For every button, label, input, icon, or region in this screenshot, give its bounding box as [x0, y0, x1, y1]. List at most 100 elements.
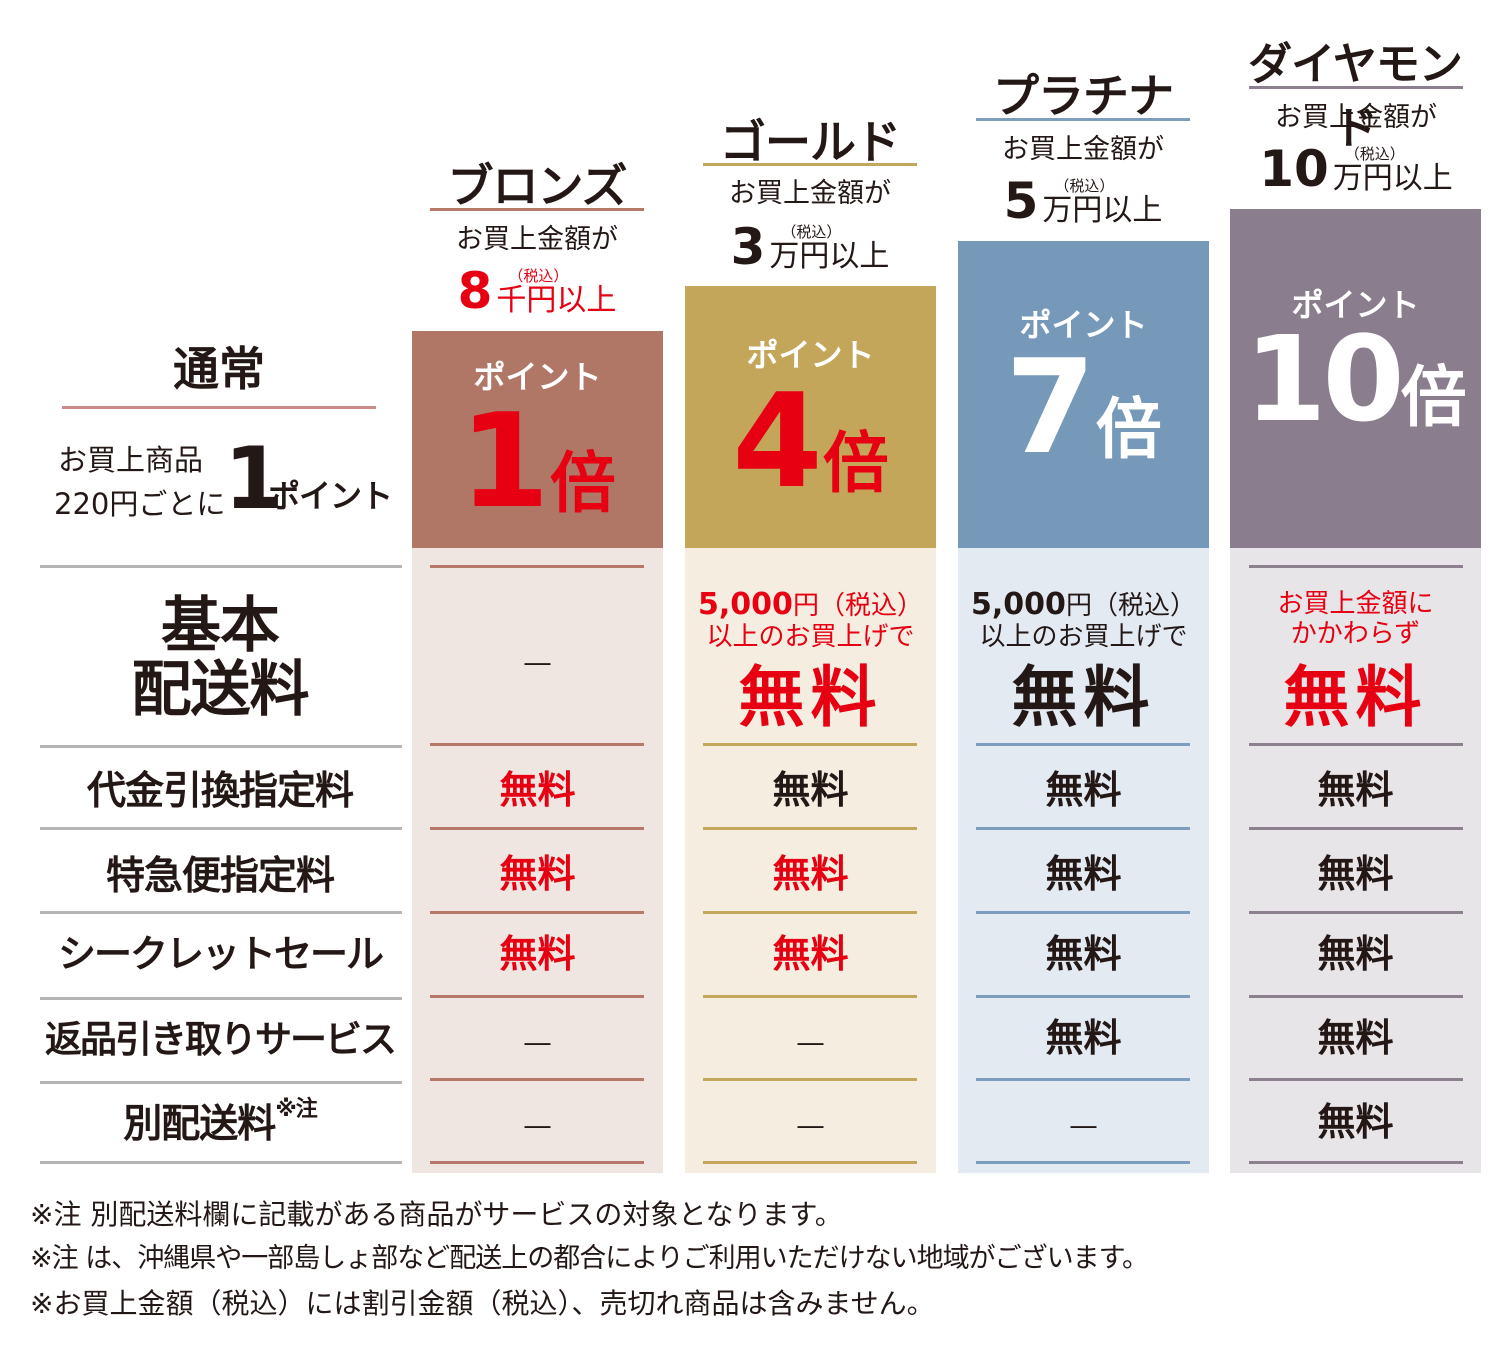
row-divider [430, 565, 644, 568]
tier-amount-number: 10 [1259, 140, 1329, 198]
separate-shipping-dash: ― [797, 1111, 824, 1141]
row-label-express: 特急便指定料 [105, 854, 335, 899]
shipping-cond: 以上のお買上げで [979, 621, 1188, 652]
row-label-return-pickup: 返品引き取りサービス [45, 1018, 397, 1061]
row-divider [40, 745, 402, 748]
row-divider [703, 827, 917, 830]
row-label-shipping-line2: 配送料 [131, 655, 310, 725]
shipping-line2: かかわらず [1290, 618, 1421, 649]
row-divider [430, 1078, 644, 1081]
row-divider [40, 1161, 402, 1164]
row-divider [703, 1078, 917, 1081]
tier-name-underline [1249, 86, 1463, 89]
shipping-yen: 円（税込） [1065, 591, 1196, 621]
tier-multiplier-unit: 倍 [549, 445, 616, 522]
tier-name-underline [976, 118, 1190, 121]
row-divider [703, 995, 917, 998]
shipping-amount: 5,000 [698, 587, 793, 622]
return-pickup-dash: ― [524, 1028, 551, 1058]
tier-condition: お買上金額が [456, 224, 618, 255]
row-divider [1249, 1161, 1463, 1164]
secret-sale-value: 無料 [1045, 932, 1122, 976]
tier-name: ダイヤモンド [1248, 39, 1463, 154]
note-mark: ※注 [275, 1097, 317, 1122]
tier-amount-tax: （税込） [1054, 177, 1115, 195]
tier-point-box [1230, 209, 1481, 548]
cod-value: 無料 [772, 768, 849, 812]
cod-value: 無料 [1317, 768, 1394, 812]
tier-multiplier: 7倍 [958, 342, 1209, 472]
tier-point-label: ポイント [746, 336, 875, 374]
normal-point-unit: ポイント [268, 477, 393, 515]
tier-amount: 5 （税込） 万円以上 [966, 176, 1200, 226]
tier-body [685, 548, 936, 1173]
tier-amount-number: 8 [457, 262, 493, 320]
tier-amount-unit: 万円以上 [769, 239, 890, 274]
row-divider [703, 1161, 917, 1164]
normal-desc: お買上商品 220円ごとに 1 ポイント [50, 436, 410, 532]
tier-name: ゴールド [720, 115, 901, 169]
row-divider [1249, 1078, 1463, 1081]
tier-amount-number: 3 [730, 218, 766, 276]
express-value: 無料 [1045, 852, 1122, 896]
row-divider [40, 1081, 402, 1084]
tier-multiplier: 10倍 [1230, 320, 1481, 438]
row-label-cod: 代金引換指定料 [86, 769, 354, 814]
row-divider [40, 565, 402, 568]
row-divider [430, 995, 644, 998]
express-value: 無料 [772, 852, 849, 896]
row-divider [976, 911, 1190, 914]
tier-point-label: ポイント [473, 358, 602, 396]
shipping-free: 無料 [1283, 659, 1428, 736]
row-divider [976, 995, 1190, 998]
secret-sale-value: 無料 [1317, 932, 1394, 976]
normal-point-number: 1 [224, 429, 284, 529]
row-divider [976, 1161, 1190, 1164]
shipping-condition: 5,000円（税込） 以上のお買上げで [958, 587, 1209, 652]
row-label-secret-sale: シークレットセール [57, 932, 384, 976]
tier-point-box [685, 286, 936, 548]
tier-multiplier-unit: 倍 [1095, 391, 1162, 468]
tier-multiplier-number: 1 [459, 385, 550, 537]
footnote: ※注 は、沖縄県や一部島しょ部など配送上の都合によりご利用いただけない地域がござ… [30, 1243, 1149, 1274]
normal-title: 通常 [173, 342, 265, 396]
tier-point-label: ポイント [1291, 286, 1420, 324]
separate-shipping-value: 無料 [1317, 1100, 1394, 1144]
row-label-shipping-line1: 基本 [161, 591, 280, 661]
tier-point-box [412, 331, 663, 548]
tier-amount-unit: 万円以上 [1042, 193, 1163, 228]
row-divider [430, 911, 644, 914]
row-divider [430, 743, 644, 746]
tier-multiplier-number: 4 [732, 365, 823, 517]
tier-body [958, 548, 1209, 1173]
tier-amount: 8 （税込） 千円以上 [420, 266, 654, 316]
tier-amount-number: 5 [1003, 172, 1039, 230]
tier-amount: 10 （税込） 万円以上 [1239, 144, 1473, 194]
tier-multiplier: 4倍 [685, 376, 936, 506]
row-divider [976, 743, 1190, 746]
tier-multiplier-number: 7 [1005, 331, 1096, 483]
tier-point-box [958, 241, 1209, 548]
row-divider [1249, 565, 1463, 568]
separate-shipping-dash: ― [524, 1111, 551, 1141]
tier-amount-tax: （税込） [781, 223, 842, 241]
shipping-condition: 5,000円（税込） 以上のお買上げで [685, 587, 936, 652]
row-divider [1249, 827, 1463, 830]
tier-amount-tax: （税込） [508, 267, 569, 285]
tier-name: プラチナ [993, 69, 1174, 123]
tier-name: ブロンズ [447, 159, 627, 213]
row-divider [976, 827, 1190, 830]
row-divider [1249, 911, 1463, 914]
row-label-separate-shipping: 別配送料※注 [40, 1099, 400, 1147]
shipping-condition: お買上金額に かかわらず [1230, 589, 1481, 650]
row-divider [976, 1078, 1190, 1081]
row-divider [1249, 743, 1463, 746]
row-label-separate-shipping-text: 別配送料 [123, 1102, 276, 1147]
separate-shipping-dash: ― [1070, 1111, 1097, 1141]
tier-name-underline [703, 163, 917, 166]
shipping-dash: ― [524, 648, 551, 678]
shipping-free: 無料 [1011, 659, 1156, 736]
shipping-free: 無料 [738, 659, 883, 736]
express-value: 無料 [499, 852, 576, 896]
tier-condition: お買上金額が [1275, 102, 1437, 133]
